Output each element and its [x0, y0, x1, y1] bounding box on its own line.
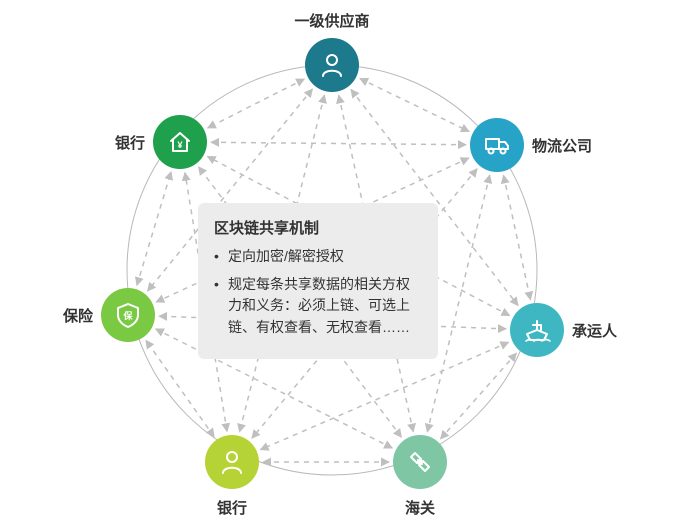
- node-label-carrier: 承运人: [572, 320, 617, 341]
- svg-text:¥: ¥: [177, 140, 182, 150]
- node-label-bank2: 银行: [172, 497, 292, 518]
- node-bank1: ¥: [153, 115, 207, 169]
- shield-icon: 保: [113, 300, 143, 330]
- info-box-bullets: 定向加密/解密授权规定每条共享数据的相关方权力和义务：必须上链、可选上链、有权查…: [214, 246, 422, 339]
- node-bank2: [205, 435, 259, 489]
- svg-text:保: 保: [122, 310, 133, 321]
- satellite-icon: [405, 447, 435, 477]
- node-label-insurance: 保险: [63, 305, 93, 326]
- person-icon: [317, 50, 347, 80]
- edge: [360, 79, 469, 132]
- info-bullet: 规定每条共享数据的相关方权力和义务：必须上链、可选上链、有权查看、无权查看……: [214, 274, 422, 339]
- node-carrier: [510, 303, 564, 357]
- info-box: 区块链共享机制 定向加密/解密授权规定每条共享数据的相关方权力和义务：必须上链、…: [198, 203, 438, 359]
- ship-icon: [522, 315, 552, 345]
- person-icon: [217, 447, 247, 477]
- node-label-bank1: 银行: [115, 132, 145, 153]
- node-customs: [393, 435, 447, 489]
- edge: [208, 79, 305, 128]
- edge: [211, 142, 466, 144]
- info-bullet: 定向加密/解密授权: [214, 246, 422, 268]
- info-box-title: 区块链共享机制: [214, 217, 422, 238]
- node-label-customs: 海关: [360, 497, 480, 518]
- node-insurance: 保: [101, 288, 155, 342]
- node-label-supplier: 一级供应商: [272, 10, 392, 31]
- node-label-logistics: 物流公司: [532, 135, 592, 156]
- edge: [504, 175, 531, 299]
- node-logistics: [470, 118, 524, 172]
- house-icon: ¥: [165, 127, 195, 157]
- node-supplier: [305, 38, 359, 92]
- truck-icon: [482, 130, 512, 160]
- diagram-stage: 区块链共享机制 定向加密/解密授权规定每条共享数据的相关方权力和义务：必须上链、…: [0, 0, 676, 527]
